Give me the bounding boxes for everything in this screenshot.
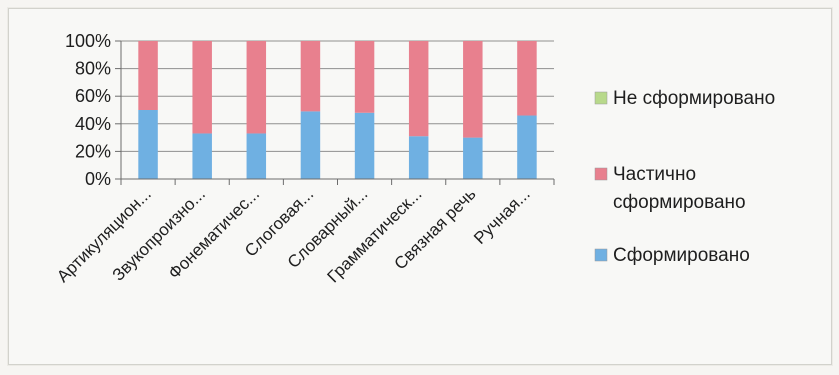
x-tick-label: Артикуляцион... bbox=[53, 184, 155, 286]
y-tick-label: 100% bbox=[65, 31, 111, 51]
bar-segment bbox=[246, 133, 267, 179]
legend-label: сформировано bbox=[613, 192, 746, 213]
bar-segment bbox=[517, 115, 537, 179]
bar-segment bbox=[354, 41, 375, 113]
gridlines bbox=[115, 40, 554, 180]
x-tick-label: Грамматическ... bbox=[323, 184, 425, 286]
bars bbox=[138, 41, 537, 179]
bar-segment bbox=[463, 137, 483, 179]
bar-segment bbox=[300, 111, 321, 179]
y-tick-labels: 0% 20% 40% 60% 80% 100% bbox=[65, 31, 111, 189]
bar-segment bbox=[408, 136, 429, 179]
legend-label: Не сформировано bbox=[613, 88, 775, 109]
y-tick-label: 60% bbox=[75, 86, 111, 106]
legend-swatch bbox=[594, 248, 608, 262]
x-tick-label: Ручная... bbox=[470, 184, 534, 248]
legend-item: Частично сформировано bbox=[594, 164, 746, 213]
legend-label: Сформировано bbox=[613, 245, 750, 266]
legend-item: Не сформировано bbox=[594, 88, 775, 109]
bar-segment bbox=[463, 41, 483, 138]
bar-segment bbox=[192, 41, 212, 134]
legend: Не сформировано Частично сформировано Сформ… bbox=[594, 88, 775, 266]
y-tick-label: 20% bbox=[75, 141, 111, 161]
stacked-bar-chart: 0% 20% 40% 60% 80% 100% Артикуляцион...Звукоп… bbox=[53, 31, 775, 286]
bar-segment bbox=[300, 41, 321, 112]
chart-frame: 0% 20% 40% 60% 80% 100% Артикуляцион... Звукоп… bbox=[8, 8, 832, 365]
legend-swatch bbox=[594, 91, 608, 105]
legend-label: Частично bbox=[613, 164, 696, 185]
bar-segment bbox=[138, 41, 158, 110]
legend-item: Сформировано bbox=[594, 245, 750, 266]
x-tick-labels: Артикуляцион...Звукопроизно...Фонематиче… bbox=[53, 184, 534, 286]
bar-segment bbox=[246, 41, 267, 134]
y-tick-label: 80% bbox=[75, 59, 111, 79]
bar-segment bbox=[408, 41, 429, 137]
x-tick-label: Звукопроизно... bbox=[109, 184, 209, 284]
bar-segment bbox=[138, 110, 158, 179]
y-tick-label: 0% bbox=[85, 169, 111, 189]
y-tick-label: 40% bbox=[75, 114, 111, 134]
bar-segment bbox=[354, 112, 375, 179]
legend-swatch bbox=[594, 167, 608, 181]
axes bbox=[120, 41, 555, 185]
bar-segment bbox=[192, 133, 212, 179]
bar-segment bbox=[517, 41, 537, 116]
